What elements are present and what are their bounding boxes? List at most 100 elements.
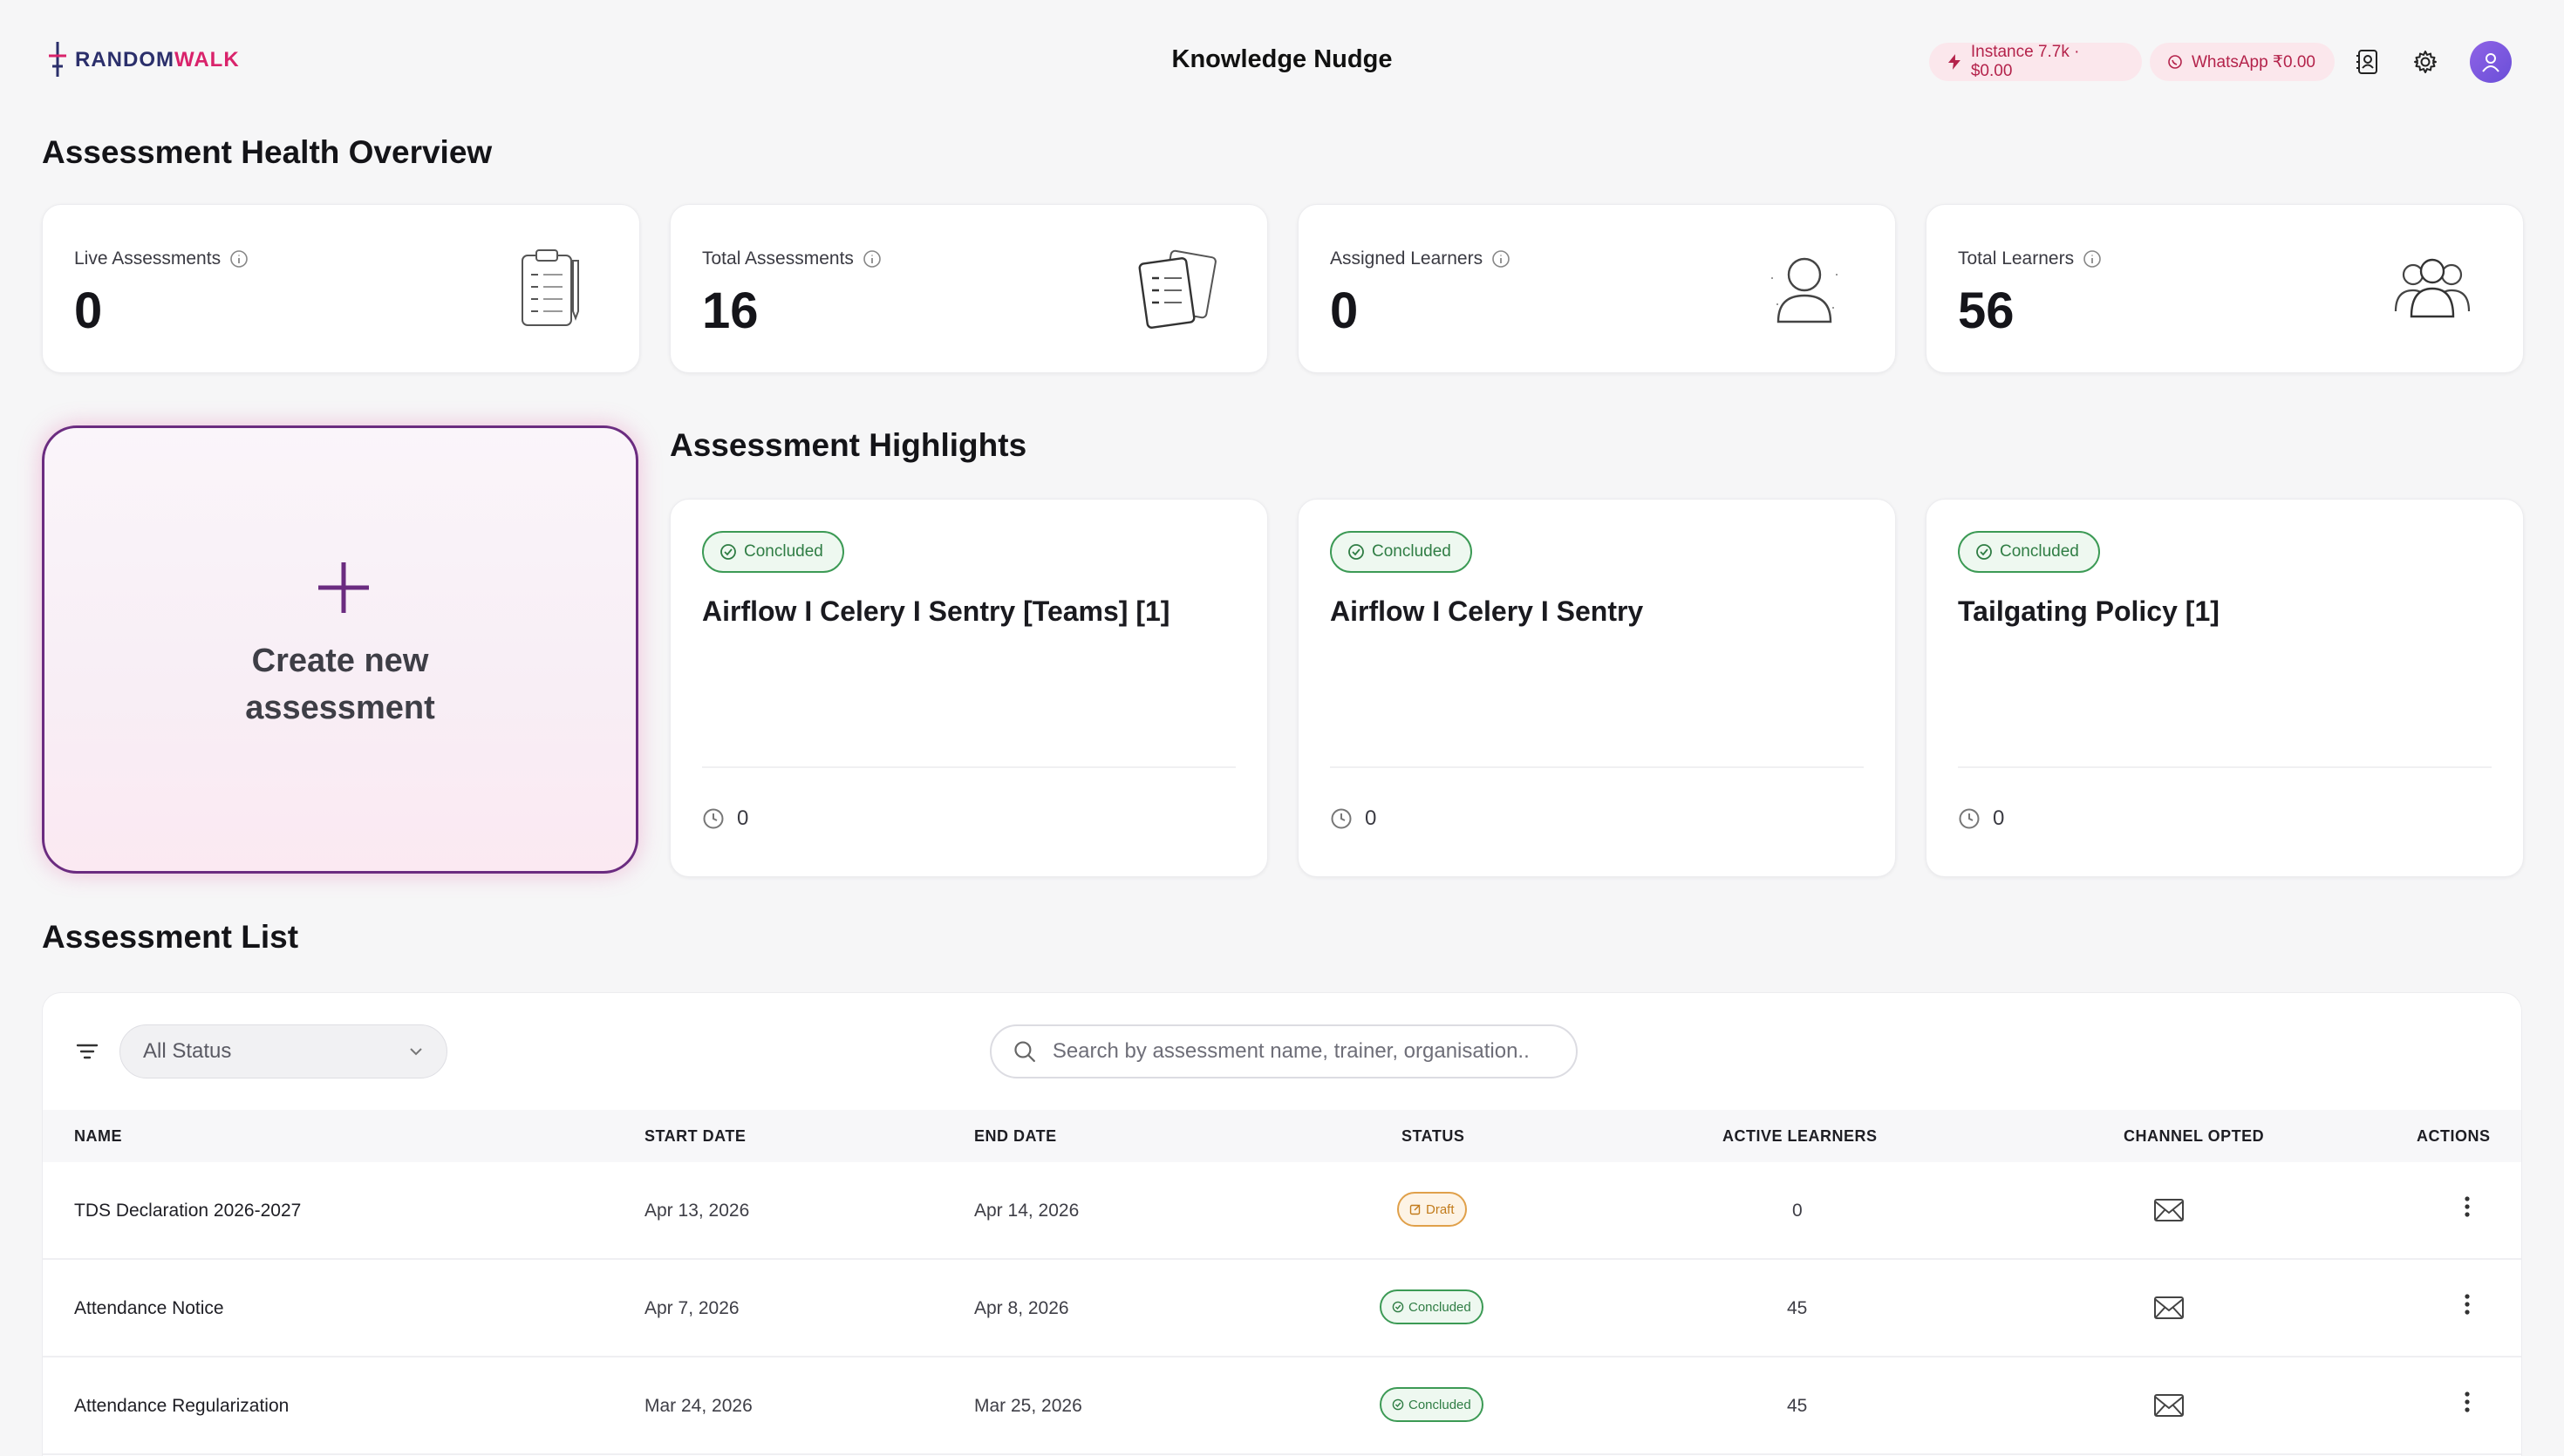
clock-icon — [1331, 808, 1352, 829]
highlight-title: Airflow I Celery I Sentry [Teams] [1] — [702, 595, 1170, 627]
randomwalk-logo[interactable]: RANDOMWALK — [47, 40, 240, 80]
info-icon[interactable] — [229, 249, 249, 269]
kebab-menu-icon — [2465, 1196, 2470, 1217]
col-header-name[interactable]: NAME — [74, 1127, 122, 1145]
user-icon — [2482, 53, 2499, 72]
row-status-badge: Draft — [1397, 1192, 1467, 1227]
highlight-card[interactable]: Concluded Airflow I Celery I Sentry 0 — [1298, 499, 1896, 877]
clock-icon — [703, 808, 724, 829]
plus-icon — [318, 562, 369, 613]
kebab-menu-icon — [2465, 1294, 2470, 1315]
row-name[interactable]: TDS Declaration 2026-2027 — [74, 1201, 302, 1221]
highlight-card[interactable]: Concluded Tailgating Policy [1] 0 — [1926, 499, 2524, 877]
highlight-title: Airflow I Celery I Sentry — [1330, 595, 1644, 627]
stat-label: Live Assessments — [74, 248, 222, 269]
stat-label: Total Learners — [1958, 248, 2075, 269]
check-circle-icon — [720, 544, 736, 560]
create-line-1: Create new — [251, 643, 429, 679]
contacts-button[interactable] — [2351, 45, 2384, 78]
row-end-date: Apr 14, 2026 — [974, 1201, 1080, 1221]
create-assessment-card[interactable]: Create new assessment — [42, 425, 638, 874]
clock-icon — [1959, 808, 1980, 829]
row-name[interactable]: Attendance Notice — [74, 1298, 224, 1318]
info-icon[interactable] — [863, 249, 882, 269]
search-box[interactable] — [990, 1024, 1578, 1078]
whatsapp-icon — [2168, 55, 2182, 69]
stat-label: Total Assessments — [702, 248, 854, 269]
row-status-badge: Concluded — [1380, 1289, 1483, 1324]
col-header-end-date[interactable]: END DATE — [974, 1127, 1057, 1145]
check-circle-icon — [1392, 1301, 1404, 1313]
row-actions-button[interactable] — [2458, 1389, 2476, 1415]
overview-title: Assessment Health Overview — [42, 134, 493, 170]
col-header-channel-opted[interactable]: CHANNEL OPTED — [2124, 1127, 2265, 1145]
col-header-status[interactable]: STATUS — [1401, 1127, 1465, 1145]
row-end-date: Mar 25, 2026 — [974, 1396, 1082, 1416]
search-icon — [1014, 1041, 1035, 1063]
clipboard-illustration-icon — [522, 249, 579, 326]
highlights-title: Assessment Highlights — [670, 427, 1027, 463]
table-row[interactable]: Attendance Notice Apr 7, 2026 Apr 8, 202… — [43, 1260, 2521, 1357]
logo-text-walk: WALK — [174, 48, 240, 71]
stat-card-assigned-learners: Assigned Learners 0 — [1298, 204, 1896, 373]
kebab-menu-icon — [2465, 1391, 2470, 1412]
user-illustration-icon — [1771, 257, 1838, 323]
row-active-learners: 0 — [1792, 1201, 1803, 1221]
settings-button[interactable] — [2409, 45, 2442, 78]
top-header: RANDOMWALK Knowledge Nudge Instance 7.7k… — [0, 0, 2564, 122]
row-start-date: Apr 13, 2026 — [644, 1201, 750, 1221]
email-icon — [2154, 1296, 2184, 1319]
clipboards-illustration-icon — [1138, 249, 1217, 329]
col-header-start-date[interactable]: START DATE — [644, 1127, 747, 1145]
check-circle-icon — [1392, 1398, 1404, 1411]
stat-value: 16 — [702, 282, 759, 339]
status-badge: Concluded — [1958, 531, 2100, 573]
info-icon[interactable] — [2083, 249, 2102, 269]
stat-label: Assigned Learners — [1330, 248, 1483, 269]
info-icon[interactable] — [1491, 249, 1510, 269]
status-filter-select[interactable]: All Status — [119, 1024, 447, 1078]
filter-icon[interactable] — [74, 1038, 100, 1065]
whatsapp-usage-pill[interactable]: WhatsApp ₹0.00 — [2150, 43, 2335, 81]
table-row[interactable]: Attendance Regularization Mar 24, 2026 M… — [43, 1357, 2521, 1455]
row-active-learners: 45 — [1787, 1298, 1808, 1318]
row-end-date: Apr 8, 2026 — [974, 1298, 1069, 1318]
check-circle-icon — [1976, 544, 1992, 560]
row-start-date: Mar 24, 2026 — [644, 1396, 753, 1416]
row-start-date: Apr 7, 2026 — [644, 1298, 740, 1318]
stat-value: 0 — [1330, 282, 1359, 339]
stat-value: 56 — [1958, 282, 2015, 339]
row-actions-button[interactable] — [2458, 1194, 2476, 1220]
highlight-count: 0 — [737, 806, 749, 830]
email-icon — [2154, 1199, 2184, 1221]
col-header-active-learners[interactable]: ACTIVE LEARNERS — [1722, 1127, 1878, 1145]
gear-icon — [2414, 51, 2437, 73]
logo-text-random: RANDOM — [75, 48, 174, 71]
logo-mark-icon — [49, 42, 66, 77]
list-title: Assessment List — [42, 919, 299, 955]
stat-card-live-assessments: Live Assessments 0 — [42, 204, 640, 373]
divider — [702, 766, 1236, 768]
row-name[interactable]: Attendance Regularization — [74, 1396, 290, 1416]
search-input[interactable] — [1052, 1039, 1555, 1064]
create-line-2: assessment — [245, 690, 435, 726]
highlight-count: 0 — [1993, 806, 2005, 830]
instance-usage-text: Instance 7.7k · $0.00 — [1970, 43, 2080, 80]
status-badge: Concluded — [1330, 531, 1472, 573]
instance-usage-pill[interactable]: Instance 7.7k · $0.00 — [1929, 43, 2142, 81]
table-row[interactable]: TDS Declaration 2026-2027 Apr 13, 2026 A… — [43, 1162, 2521, 1260]
divider — [1958, 766, 2492, 768]
row-actions-button[interactable] — [2458, 1291, 2476, 1317]
users-group-illustration-icon — [2394, 258, 2471, 318]
highlight-card[interactable]: Concluded Airflow I Celery I Sentry [Tea… — [670, 499, 1268, 877]
contact-book-icon — [2356, 50, 2377, 74]
col-header-actions: ACTIONS — [2417, 1127, 2491, 1145]
row-active-learners: 45 — [1787, 1396, 1808, 1416]
stat-card-total-assessments: Total Assessments 16 — [670, 204, 1268, 373]
check-circle-icon — [1348, 544, 1364, 560]
user-avatar[interactable] — [2470, 41, 2512, 83]
lightning-icon — [1947, 54, 1961, 70]
whatsapp-usage-text: WhatsApp ₹0.00 — [2192, 52, 2315, 71]
stat-card-total-learners: Total Learners 56 — [1926, 204, 2524, 373]
highlight-count: 0 — [1365, 806, 1377, 830]
